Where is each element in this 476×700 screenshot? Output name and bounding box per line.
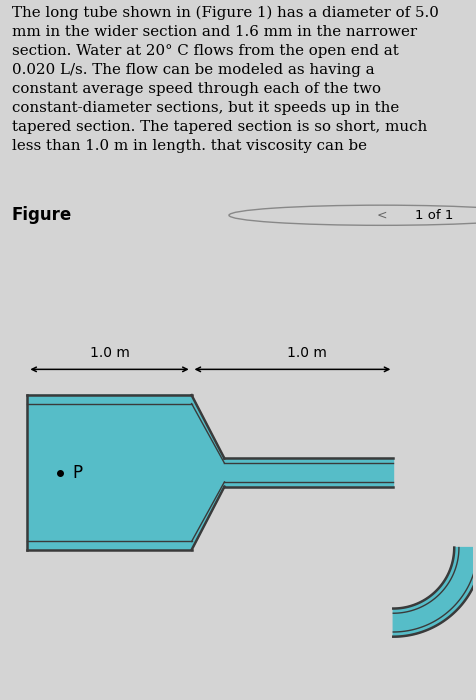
Text: The long tube shown in (Figure 1) has a diameter of 5.0
mm in the wider section : The long tube shown in (Figure 1) has a … — [12, 6, 438, 153]
Polygon shape — [28, 395, 224, 550]
Polygon shape — [224, 458, 392, 486]
Text: 1.0 m: 1.0 m — [286, 346, 326, 360]
Text: Figure: Figure — [12, 206, 72, 224]
Text: 1 of 1: 1 of 1 — [414, 209, 452, 222]
Text: P: P — [72, 463, 82, 482]
Polygon shape — [392, 547, 476, 637]
Text: <: < — [376, 209, 386, 222]
Text: 1.0 m: 1.0 m — [89, 346, 129, 360]
